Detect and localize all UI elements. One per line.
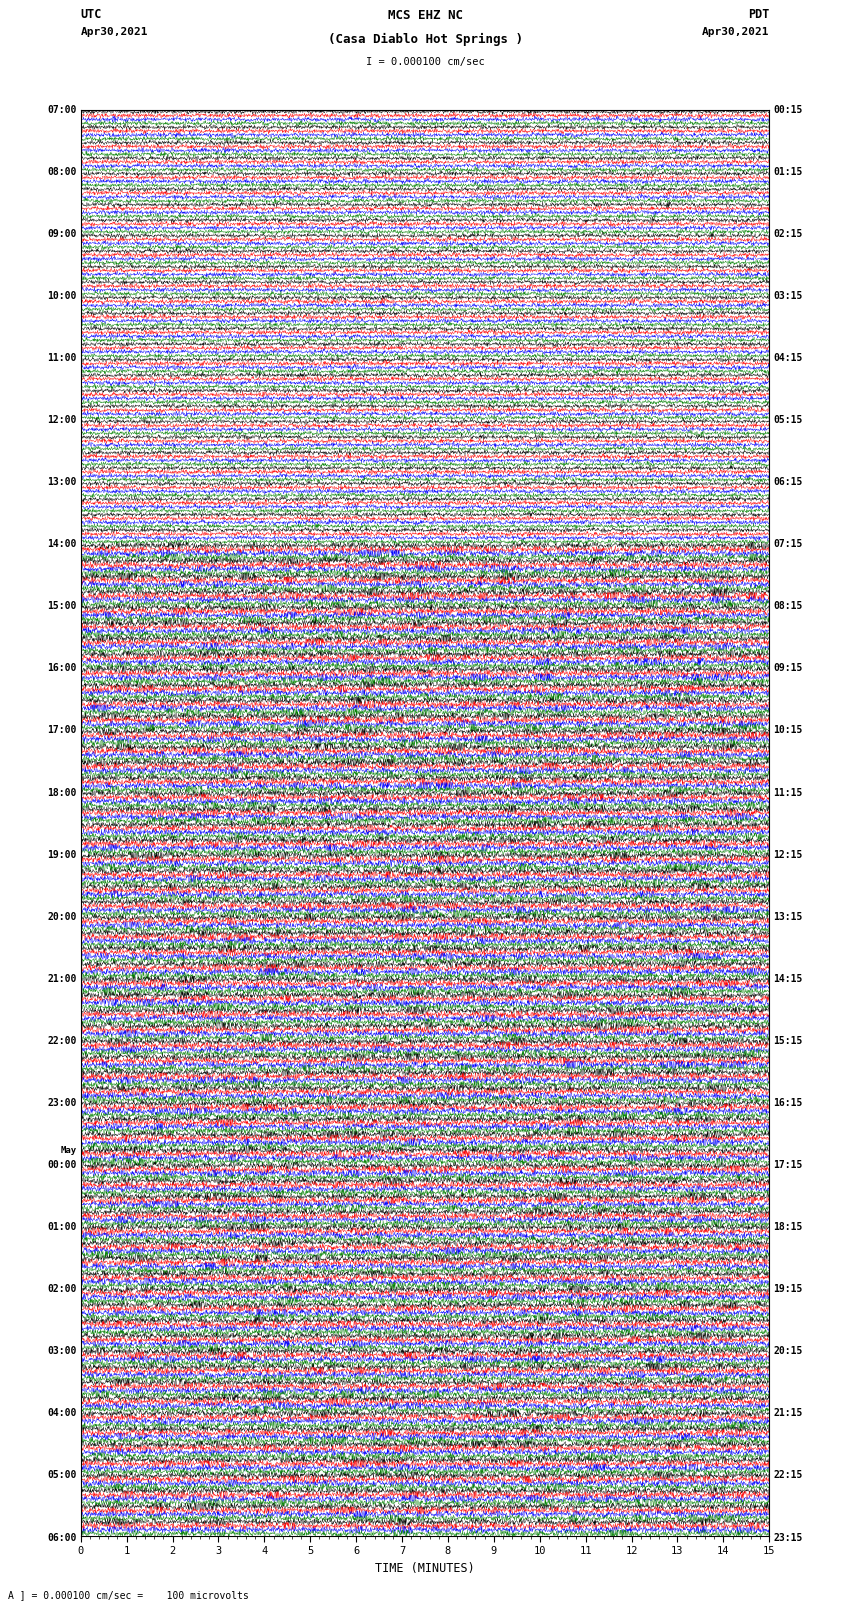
Text: 05:00: 05:00 <box>47 1471 76 1481</box>
Text: 15:00: 15:00 <box>47 602 76 611</box>
Text: 07:00: 07:00 <box>47 105 76 115</box>
Text: MCS EHZ NC: MCS EHZ NC <box>388 8 462 21</box>
Text: 17:15: 17:15 <box>774 1160 803 1169</box>
X-axis label: TIME (MINUTES): TIME (MINUTES) <box>375 1561 475 1574</box>
Text: 06:15: 06:15 <box>774 477 803 487</box>
Text: PDT: PDT <box>748 8 769 21</box>
Text: 10:00: 10:00 <box>47 290 76 302</box>
Text: 08:15: 08:15 <box>774 602 803 611</box>
Text: 16:00: 16:00 <box>47 663 76 673</box>
Text: 09:00: 09:00 <box>47 229 76 239</box>
Text: UTC: UTC <box>81 8 102 21</box>
Text: 11:00: 11:00 <box>47 353 76 363</box>
Text: 18:00: 18:00 <box>47 787 76 797</box>
Text: 17:00: 17:00 <box>47 726 76 736</box>
Text: 20:15: 20:15 <box>774 1347 803 1357</box>
Text: May: May <box>60 1147 76 1155</box>
Text: 03:00: 03:00 <box>47 1347 76 1357</box>
Text: 21:15: 21:15 <box>774 1408 803 1418</box>
Text: 11:15: 11:15 <box>774 787 803 797</box>
Text: 16:15: 16:15 <box>774 1098 803 1108</box>
Text: 01:00: 01:00 <box>47 1223 76 1232</box>
Text: 21:00: 21:00 <box>47 974 76 984</box>
Text: 01:15: 01:15 <box>774 166 803 177</box>
Text: Apr30,2021: Apr30,2021 <box>81 27 148 37</box>
Text: 23:00: 23:00 <box>47 1098 76 1108</box>
Text: A ] = 0.000100 cm/sec =    100 microvolts: A ] = 0.000100 cm/sec = 100 microvolts <box>8 1590 249 1600</box>
Text: 00:00: 00:00 <box>47 1160 76 1169</box>
Text: 02:00: 02:00 <box>47 1284 76 1294</box>
Text: I = 0.000100 cm/sec: I = 0.000100 cm/sec <box>366 56 484 68</box>
Text: 06:00: 06:00 <box>47 1532 76 1542</box>
Text: 19:15: 19:15 <box>774 1284 803 1294</box>
Text: 13:00: 13:00 <box>47 477 76 487</box>
Text: 22:15: 22:15 <box>774 1471 803 1481</box>
Text: 03:15: 03:15 <box>774 290 803 302</box>
Text: 07:15: 07:15 <box>774 539 803 550</box>
Text: 09:15: 09:15 <box>774 663 803 673</box>
Text: (Casa Diablo Hot Springs ): (Casa Diablo Hot Springs ) <box>327 32 523 47</box>
Text: 14:15: 14:15 <box>774 974 803 984</box>
Text: 02:15: 02:15 <box>774 229 803 239</box>
Text: 22:00: 22:00 <box>47 1036 76 1045</box>
Text: 15:15: 15:15 <box>774 1036 803 1045</box>
Text: 13:15: 13:15 <box>774 911 803 921</box>
Text: 19:00: 19:00 <box>47 850 76 860</box>
Text: 04:00: 04:00 <box>47 1408 76 1418</box>
Text: 14:00: 14:00 <box>47 539 76 550</box>
Text: 23:15: 23:15 <box>774 1532 803 1542</box>
Text: 05:15: 05:15 <box>774 415 803 426</box>
Text: 12:00: 12:00 <box>47 415 76 426</box>
Text: 04:15: 04:15 <box>774 353 803 363</box>
Text: 10:15: 10:15 <box>774 726 803 736</box>
Text: Apr30,2021: Apr30,2021 <box>702 27 769 37</box>
Text: 08:00: 08:00 <box>47 166 76 177</box>
Text: 20:00: 20:00 <box>47 911 76 921</box>
Text: 12:15: 12:15 <box>774 850 803 860</box>
Text: 00:15: 00:15 <box>774 105 803 115</box>
Text: 18:15: 18:15 <box>774 1223 803 1232</box>
